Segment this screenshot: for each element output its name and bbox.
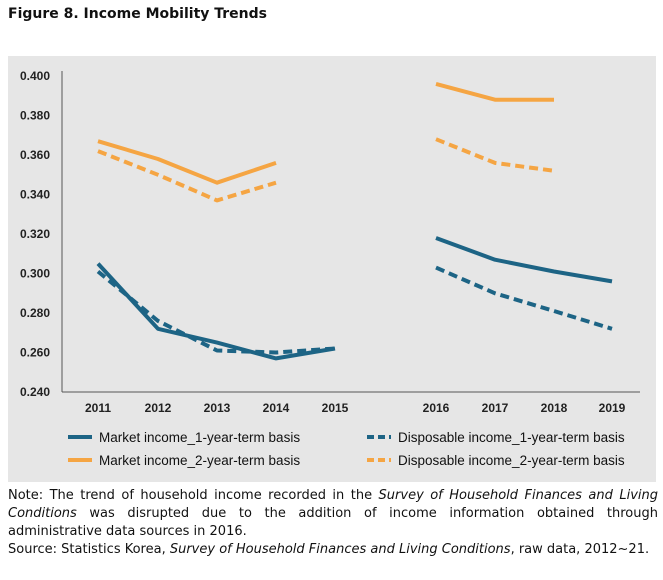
y-tick-label: 0.360: [20, 148, 50, 162]
figure-title: Figure 8. Income Mobility Trends: [8, 6, 267, 22]
note-suffix: was disrupted due to the addition of inc…: [8, 506, 658, 539]
x-tick-label: 2013: [204, 401, 231, 415]
x-tick-label: 2011: [85, 401, 111, 415]
x-tick-label: 2015: [322, 401, 349, 415]
legend: Market income_1-year-term basis Disposabl…: [68, 430, 625, 468]
series-line-1: [435, 236, 613, 284]
x-tick-labels: 2011 2012 2013 2014 2015 2016 2017 2018 2019: [85, 401, 626, 415]
legend-label: Market income_1-year-term basis: [99, 430, 300, 445]
y-tick-labels: 0.400 0.380 0.360 0.340 0.320 0.300 0.280 0.260…: [20, 69, 50, 399]
note-survey-name: Survey of Household Finances and Living …: [8, 488, 658, 521]
legend-label: Market income_2-year-term basis: [99, 453, 300, 468]
y-tick-label: 0.300: [20, 267, 50, 281]
x-tick-label: 2019: [599, 401, 626, 415]
series-line-1: [96, 262, 336, 361]
series-lines: [96, 81, 613, 361]
x-tick-label: 2017: [482, 401, 509, 415]
y-tick-label: 0.340: [20, 188, 50, 202]
series-line-3: [435, 81, 554, 102]
source-text: Source: Statistics Korea, Survey of Hous…: [8, 541, 663, 559]
series-line-2: [96, 269, 336, 355]
legend-label: Disposable income_2-year-term basis: [398, 453, 625, 468]
x-tick-label: 2016: [423, 401, 450, 415]
x-tick-label: 2012: [145, 401, 172, 415]
source-survey-name: Survey of Household Finances and Living …: [169, 542, 511, 557]
y-tick-label: 0.320: [20, 227, 50, 241]
y-tick-label: 0.240: [20, 385, 50, 399]
y-tick-label: 0.380: [20, 109, 50, 123]
x-tick-label: 2018: [541, 401, 568, 415]
legend-label: Disposable income_1-year-term basis: [398, 430, 625, 445]
y-tick-label: 0.280: [20, 306, 50, 320]
series-line-4: [97, 149, 277, 203]
series-line-4: [435, 137, 555, 173]
source-prefix: Source: Statistics Korea,: [8, 542, 170, 557]
note-prefix: Note: The trend of household income reco…: [8, 488, 379, 503]
note-text: Note: The trend of household income reco…: [8, 487, 658, 541]
y-tick-label: 0.260: [20, 346, 50, 360]
series-line-2: [435, 265, 613, 331]
y-tick-label: 0.400: [20, 69, 50, 83]
series-line-3: [97, 139, 277, 185]
chart: 0.400 0.380 0.360 0.340 0.320 0.300 0.280 0.260…: [8, 56, 656, 482]
source-suffix: , raw data, 2012~21.: [510, 542, 650, 557]
x-tick-label: 2014: [263, 401, 290, 415]
